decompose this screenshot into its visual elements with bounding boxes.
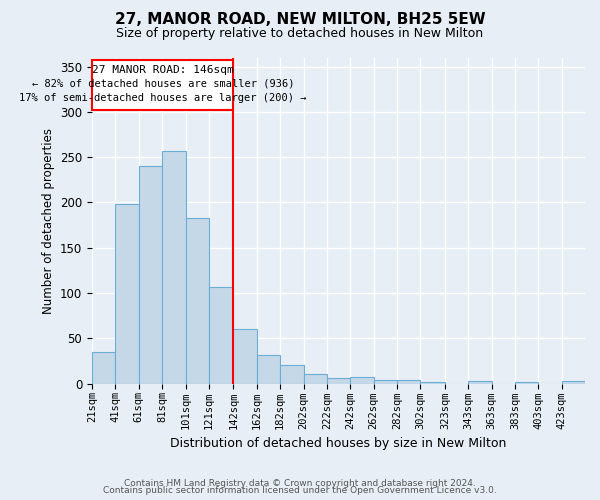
Bar <box>257 356 280 384</box>
Bar <box>304 374 327 384</box>
Text: Contains HM Land Registry data © Crown copyright and database right 2024.: Contains HM Land Registry data © Crown c… <box>124 478 476 488</box>
Text: ← 82% of detached houses are smaller (936): ← 82% of detached houses are smaller (93… <box>32 78 294 88</box>
Bar <box>515 382 538 384</box>
Bar <box>562 381 585 384</box>
Bar <box>115 204 139 384</box>
Text: 27, MANOR ROAD, NEW MILTON, BH25 5EW: 27, MANOR ROAD, NEW MILTON, BH25 5EW <box>115 12 485 28</box>
Text: Contains public sector information licensed under the Open Government Licence v3: Contains public sector information licen… <box>103 486 497 495</box>
X-axis label: Distribution of detached houses by size in New Milton: Distribution of detached houses by size … <box>170 437 507 450</box>
Bar <box>468 381 491 384</box>
FancyBboxPatch shape <box>92 60 233 110</box>
Bar <box>139 166 162 384</box>
Bar <box>374 380 397 384</box>
Bar <box>233 329 257 384</box>
Bar <box>350 377 374 384</box>
Bar <box>92 352 115 384</box>
Bar <box>185 218 209 384</box>
Bar <box>421 382 445 384</box>
Text: 17% of semi-detached houses are larger (200) →: 17% of semi-detached houses are larger (… <box>19 94 307 104</box>
Bar <box>209 286 233 384</box>
Bar <box>162 151 185 384</box>
Bar <box>327 378 350 384</box>
Text: 27 MANOR ROAD: 146sqm: 27 MANOR ROAD: 146sqm <box>92 65 233 75</box>
Text: Size of property relative to detached houses in New Milton: Size of property relative to detached ho… <box>116 28 484 40</box>
Bar <box>280 366 304 384</box>
Bar <box>397 380 421 384</box>
Y-axis label: Number of detached properties: Number of detached properties <box>41 128 55 314</box>
